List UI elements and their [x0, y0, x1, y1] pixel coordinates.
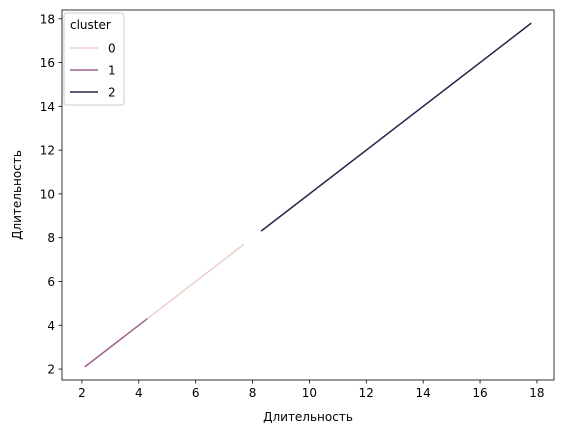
- x-tick-label: 14: [416, 386, 431, 400]
- plot-frame: [61, 9, 555, 381]
- y-tick-label: 10: [40, 187, 55, 201]
- x-tick-label: 12: [359, 386, 374, 400]
- x-tick-label: 2: [78, 386, 86, 400]
- legend-items: 0 1 2: [70, 42, 116, 100]
- y-tick-label: 18: [40, 12, 55, 26]
- y-tick-label: 4: [47, 319, 55, 333]
- x-tick-label: 8: [249, 386, 257, 400]
- x-axis-ticks: 2 4 6 8 10 12 14 16 18: [78, 380, 545, 400]
- y-tick-label: 8: [47, 231, 55, 245]
- x-tick-label: 16: [472, 386, 487, 400]
- legend-label-cluster-0: 0: [108, 42, 116, 56]
- y-axis-ticks: 2 4 6 8 10 12 14 16 18: [40, 12, 62, 377]
- y-tick-label: 14: [40, 100, 55, 114]
- y-axis-label: Длительность: [10, 150, 24, 240]
- legend-label-cluster-2: 2: [108, 86, 116, 100]
- legend: cluster 0 1 2: [63, 12, 125, 106]
- legend-title: cluster: [70, 18, 111, 32]
- plot-lines: [84, 22, 532, 368]
- series-line-cluster-2: [260, 22, 532, 232]
- x-tick-label: 18: [529, 386, 544, 400]
- legend-label-cluster-1: 1: [108, 64, 116, 78]
- y-tick-label: 12: [40, 144, 55, 158]
- y-tick-label: 2: [47, 363, 55, 377]
- y-tick-label: 6: [47, 275, 55, 289]
- series-line-cluster-1: [84, 318, 148, 368]
- x-tick-label: 6: [192, 386, 200, 400]
- series-line-cluster-0: [146, 243, 245, 320]
- y-tick-label: 16: [40, 56, 55, 70]
- x-axis-label: Длительность: [263, 410, 353, 424]
- x-tick-label: 10: [302, 386, 317, 400]
- legend-box: [63, 12, 125, 106]
- x-tick-label: 4: [135, 386, 143, 400]
